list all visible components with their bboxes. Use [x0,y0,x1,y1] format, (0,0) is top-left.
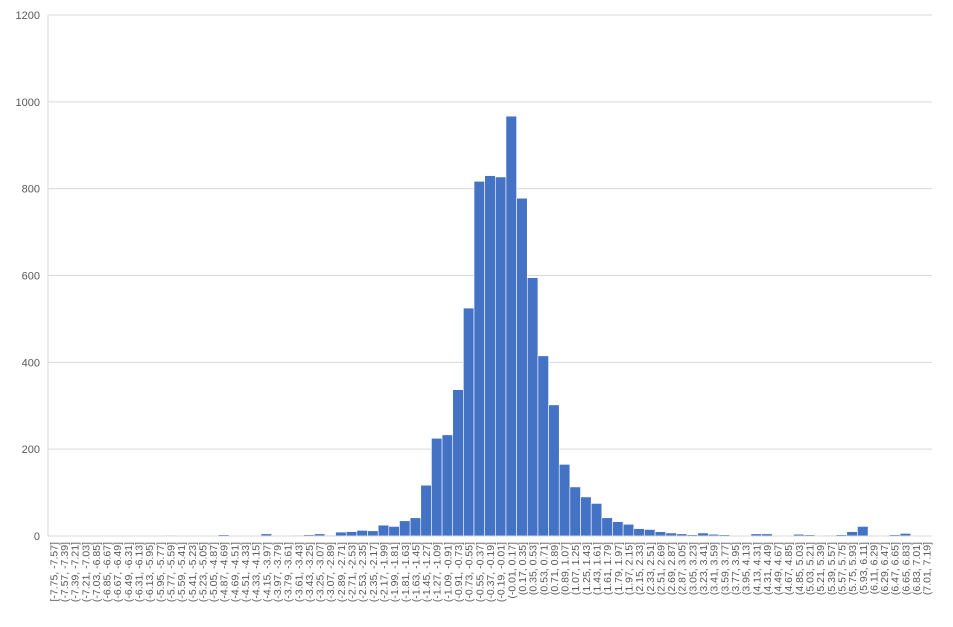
bar [463,308,474,536]
bar [591,503,602,536]
y-tick-label: 600 [22,271,40,283]
bar [570,487,581,536]
y-tick-label: 1200 [16,10,40,22]
bar [527,278,538,536]
bar [336,532,347,536]
bar [431,438,442,536]
bar [421,485,432,536]
bar [644,529,655,536]
bar [517,198,528,536]
y-tick-label: 1000 [16,97,40,109]
y-tick-label: 800 [22,184,40,196]
bar [346,532,357,536]
y-tick-label: 0 [34,531,40,543]
y-tick-label: 400 [22,357,40,369]
x-tick-label: (7.01, 7.19] [922,542,934,595]
bar [581,497,592,536]
bar [612,522,623,536]
bar [378,525,389,536]
bar [389,526,400,536]
bar [474,181,485,536]
y-tick-label: 200 [22,444,40,456]
bar [857,526,868,536]
bar [442,435,453,536]
bar [655,532,666,536]
bar [538,356,549,536]
bar [549,405,560,536]
bar [357,530,368,536]
bar [399,521,410,536]
bar [847,532,858,536]
bar [506,116,517,536]
bar [634,529,645,536]
bar [602,518,613,536]
bar [623,524,634,536]
bar [559,464,570,536]
bar [495,177,506,536]
bar [410,518,421,536]
bar [453,390,464,536]
bar [368,531,379,536]
bar [485,176,496,536]
